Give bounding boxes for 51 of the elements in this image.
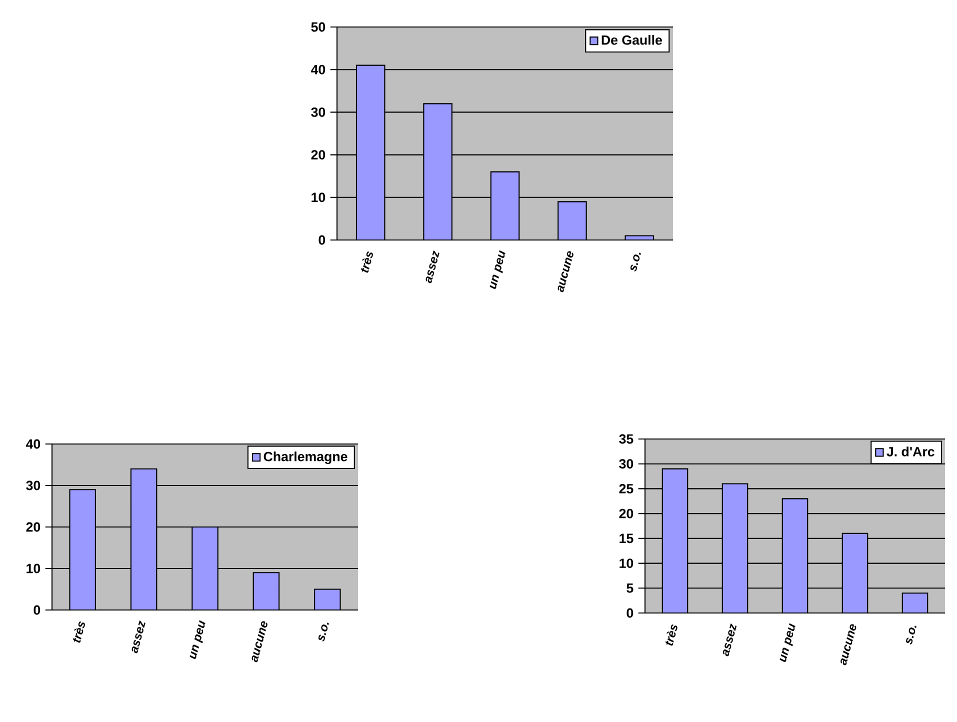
bar [252, 572, 280, 610]
x-tick-label: très [665, 624, 678, 646]
bar [356, 64, 386, 240]
y-tick-label: 10 [620, 558, 634, 568]
x-tick-label: très [72, 621, 85, 643]
x-tick-label: s.o. [318, 622, 329, 642]
x-tick-label: aucune [558, 251, 574, 292]
y-tick-label: 0 [34, 605, 40, 615]
bar [192, 526, 218, 610]
bar [423, 103, 452, 240]
bar [558, 201, 587, 240]
bar [69, 489, 96, 610]
y-tick-label: 40 [26, 439, 40, 449]
y-tick-label: 15 [620, 534, 634, 544]
x-tick-label: un peu [190, 620, 206, 659]
x-tick-label: un peu [490, 250, 506, 289]
bar [314, 588, 341, 610]
x-tick-label: assez [722, 624, 737, 656]
y-tick-label: 5 [626, 583, 634, 593]
bar [130, 468, 158, 610]
x-tick-label: assez [132, 620, 146, 654]
x-tick-label: assez [426, 250, 440, 284]
x-tick-label: aucune [252, 621, 268, 662]
bar [490, 171, 520, 240]
y-tick-label: 20 [619, 508, 634, 518]
y-tick-label: 10 [312, 192, 326, 202]
legend-label: De Gaulle [602, 35, 662, 45]
y-tick-label: 50 [311, 22, 326, 32]
x-tick-label: aucune [840, 624, 856, 666]
x-tick-label: s.o. [630, 252, 641, 272]
legend-label: J. d'Arc [886, 446, 934, 456]
y-tick-label: 0 [318, 235, 326, 245]
y-tick-label: 0 [626, 608, 634, 618]
x-tick-label: très [360, 251, 373, 273]
legend-label: Charlemagne [264, 452, 348, 464]
y-tick-label: 30 [311, 107, 326, 117]
y-tick-label: 35 [619, 434, 634, 444]
bar [722, 483, 748, 613]
y-tick-label: 20 [311, 150, 326, 160]
y-tick-label: 30 [26, 480, 40, 490]
x-tick-label: s.o. [906, 626, 916, 644]
y-tick-label: 40 [311, 64, 326, 74]
bar [902, 592, 928, 613]
y-tick-label: 30 [619, 459, 634, 469]
y-tick-label: 20 [26, 522, 40, 532]
y-tick-label: 25 [619, 484, 634, 494]
bar [842, 532, 868, 613]
bar [662, 468, 688, 613]
bar [782, 498, 808, 613]
y-tick-label: 10 [26, 564, 40, 574]
x-tick-label: un peu [780, 623, 796, 662]
